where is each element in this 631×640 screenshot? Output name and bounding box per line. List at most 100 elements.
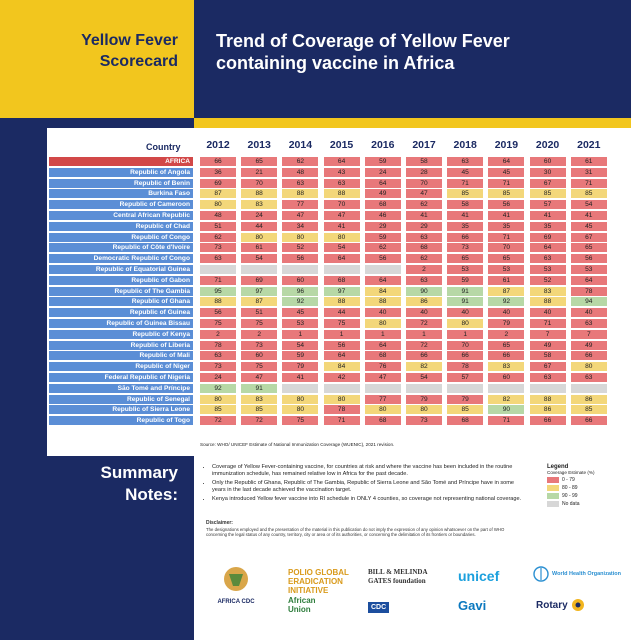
country-label: Democratic Republic of Congo [49,254,193,264]
heatmap-cell [488,383,525,393]
heatmap-cell: 66 [570,351,607,361]
heatmap-cell: 88 [323,297,360,307]
heatmap-cell: 59 [364,232,401,242]
heatmap-cell: 56 [488,200,525,210]
heatmap-cell: 59 [282,351,319,361]
heatmap-cell: 62 [406,200,442,210]
heatmap-cell: 7 [570,329,607,339]
heatmap-cell: 40 [529,308,566,318]
heatmap-cell: 54 [241,254,278,264]
heatmap-cell [200,265,236,274]
heatmap-cell: 87 [241,297,278,307]
heatmap-cell: 51 [200,221,236,231]
country-label: Republic of Kenya [49,329,193,339]
heatmap-cell: 73 [447,243,484,253]
heatmap-cell: 53 [488,265,525,274]
heatmap-cell: 62 [364,243,401,253]
heatmap-cell: 77 [282,200,319,210]
country-label: Republic of Cameroon [49,200,193,210]
heatmap-cell: 53 [529,265,566,274]
heatmap-cell: 57 [447,373,484,382]
heatmap-cell: 47 [282,211,319,220]
heatmap-cell: 85 [447,189,484,199]
country-label: Republic of Niger [49,362,193,372]
heatmap-cell: 83 [241,200,278,210]
heatmap-cell: 75 [282,416,319,426]
heatmap-cell: 54 [570,200,607,210]
heatmap-cell: 41 [282,373,319,382]
heatmap-cell: 53 [447,265,484,274]
heatmap-cell: 2 [241,329,278,339]
legend-item: 0 - 79 [547,477,621,483]
heatmap-cell: 59 [364,157,401,166]
heatmap-cell: 51 [241,308,278,318]
heatmap-cell: 85 [570,405,607,415]
heatmap-cell: 49 [364,189,401,199]
heatmap-cell: 1 [323,329,360,339]
heatmap-cell: 36 [200,167,236,177]
heatmap-cell: 49 [570,340,607,350]
country-header: Country [146,142,181,152]
legend-label: No data [562,501,580,507]
heatmap-cell: 85 [200,405,236,415]
heatmap-cell: 80 [323,232,360,242]
chart-title-panel: Trend of Coverage of Yellow Fever contai… [194,0,631,118]
heatmap-cell: 80 [200,200,236,210]
heatmap-cell: 70 [447,340,484,350]
heatmap-cell: 65 [570,243,607,253]
heatmap-cell: 72 [406,340,442,350]
heatmap-cell: 69 [241,275,278,285]
heatmap-cell: 34 [282,221,319,231]
heatmap-cell: 91 [241,383,278,393]
heatmap-cell: 21 [241,167,278,177]
heatmap-cell: 80 [447,319,484,328]
heatmap-cell: 45 [570,221,607,231]
heatmap-cell: 82 [406,362,442,372]
heatmap-cell: 60 [529,157,566,166]
heatmap-cell: 54 [323,243,360,253]
logo-label: Rotary [536,599,568,611]
heatmap-cell: 80 [241,232,278,242]
heatmap-cell: 1 [406,329,442,339]
heatmap-cell: 47 [406,189,442,199]
heatmap-cell: 35 [529,221,566,231]
legend-item: 90 - 99 [547,493,621,499]
country-label: Republic of Guinea Bissau [49,319,193,328]
heatmap-cell: 60 [488,373,525,382]
heatmap-cell: 45 [488,167,525,177]
heatmap-cell: 63 [570,319,607,328]
legend: Legend Coverage Estimate (%) 0 - 79 80 - … [547,464,621,507]
year-header: 2018 [453,139,477,151]
yellow-band [194,118,631,128]
disclaimer-text: The designations employed and the presen… [206,526,505,538]
heatmap-cell: 87 [200,189,236,199]
polio-eradication-logo: POLIO GLOBAL ERADICATION INITIATIVE [288,568,349,595]
country-label: Republic of Côte d'Ivoire [49,243,193,253]
heatmap-cell: 61 [488,275,525,285]
heatmap-cell: 75 [323,319,360,328]
disclaimer-title: Disclaimer: [206,520,233,526]
heatmap-cell: 72 [200,416,236,426]
heatmap-cell: 68 [447,416,484,426]
heatmap-cell: 80 [323,394,360,404]
heatmap-cell: 80 [282,394,319,404]
heatmap-cell: 52 [282,243,319,253]
note-item: Coverage of Yellow Fever-containing vacc… [212,464,524,478]
heatmap-cell: 60 [282,275,319,285]
heatmap-cell: 84 [364,286,401,296]
heatmap-cell: 64 [364,275,401,285]
heatmap-cell: 86 [570,394,607,404]
heatmap-cell: 49 [529,340,566,350]
heatmap-cell: 58 [406,157,442,166]
chart-title: Trend of Coverage of Yellow Fever contai… [216,31,510,73]
heatmap-cell: 91 [447,286,484,296]
heatmap-cell: 68 [406,243,442,253]
heatmap-cell: 96 [282,286,319,296]
heatmap-cell: 68 [364,351,401,361]
heatmap-cell: 91 [447,297,484,307]
heatmap-cell: 29 [364,221,401,231]
legend-swatch [547,493,559,499]
gavi-logo: Gavi [458,598,487,613]
heatmap-cell: 73 [200,362,236,372]
heatmap-cell [447,383,484,393]
